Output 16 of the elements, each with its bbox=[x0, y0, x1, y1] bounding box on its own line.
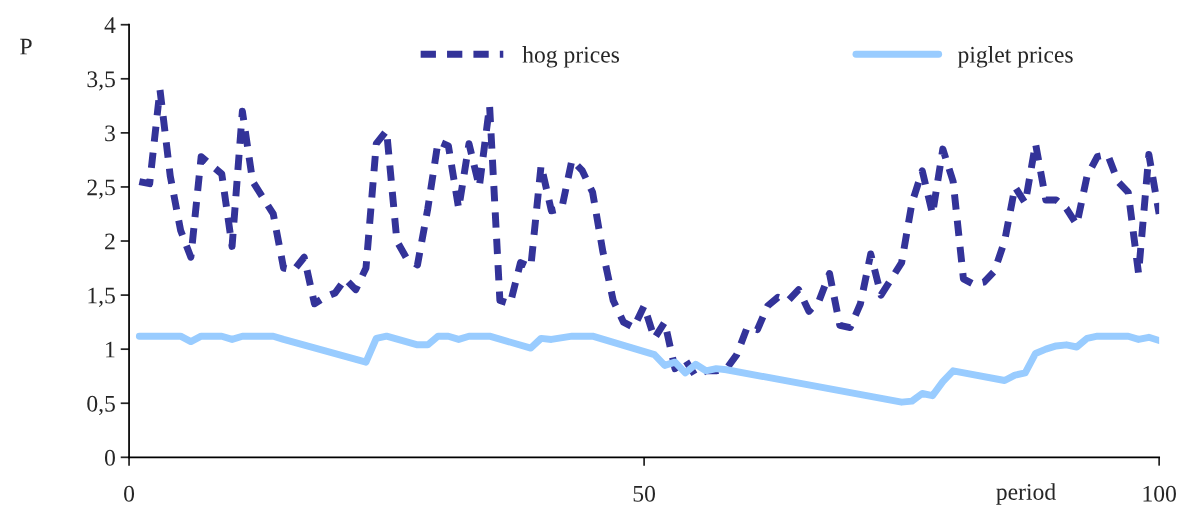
legend-label: piglet prices bbox=[957, 46, 1073, 68]
y-tick-label: 1 bbox=[106, 341, 115, 358]
y-axis-title: P bbox=[20, 38, 32, 55]
x-tick-label: 0 bbox=[124, 485, 135, 502]
y-tick-label: 2,5 bbox=[87, 179, 115, 199]
y-tick-label: 3 bbox=[105, 125, 115, 142]
x-axis-title: period bbox=[996, 483, 1056, 505]
y-tick-label: 0 bbox=[104, 449, 115, 466]
x-tick-label: 100 bbox=[1143, 485, 1176, 502]
y-tick-label: 2 bbox=[105, 233, 115, 250]
x-tick-label: 50 bbox=[633, 485, 656, 502]
y-tick-label: 0,5 bbox=[87, 395, 115, 416]
y-tick-label: 3,5 bbox=[87, 71, 115, 91]
legend-label: hog prices bbox=[522, 46, 620, 68]
y-tick-label: 4 bbox=[104, 17, 116, 33]
y-tick-label: 1,5 bbox=[88, 287, 115, 307]
